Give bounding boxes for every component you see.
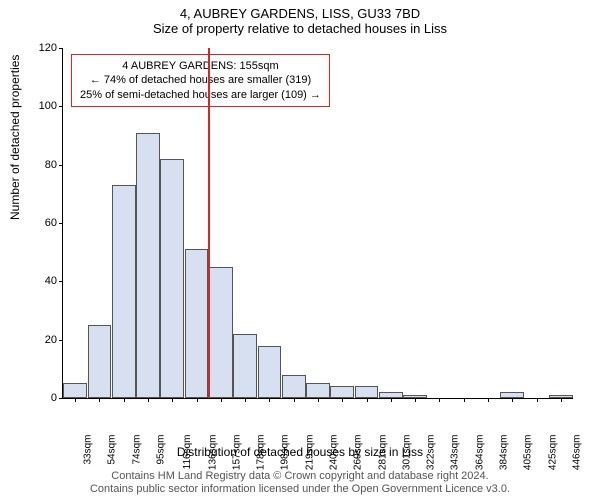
- y-tick-mark: [59, 281, 63, 282]
- subject-marker-line: [208, 48, 210, 398]
- x-tick-mark: [245, 398, 246, 402]
- y-tick-mark: [59, 223, 63, 224]
- x-tick-mark: [269, 398, 270, 402]
- x-tick-mark: [537, 398, 538, 402]
- x-tick-mark: [221, 398, 222, 402]
- y-tick-label: 120: [25, 42, 57, 54]
- y-tick-label: 20: [25, 334, 57, 346]
- x-axis-label: Distribution of detached houses by size …: [0, 445, 600, 459]
- x-tick-mark: [197, 398, 198, 402]
- histogram-bar: [258, 346, 282, 399]
- y-tick-mark: [59, 340, 63, 341]
- histogram-bar: [160, 159, 184, 398]
- plot-area: 4 AUBREY GARDENS: 155sqm ← 74% of detach…: [62, 48, 573, 399]
- annotation-line1: 4 AUBREY GARDENS: 155sqm: [80, 59, 321, 73]
- y-tick-label: 0: [25, 392, 57, 404]
- footer-line2: Contains public sector information licen…: [0, 483, 600, 496]
- histogram-bar: [282, 375, 306, 398]
- histogram-bar: [330, 386, 354, 398]
- histogram-bar: [136, 133, 160, 398]
- y-tick-mark: [59, 48, 63, 49]
- x-tick-mark: [148, 398, 149, 402]
- histogram-bar: [209, 267, 233, 398]
- x-tick-mark: [391, 398, 392, 402]
- x-tick-mark: [488, 398, 489, 402]
- annotation-line3: 25% of semi-detached houses are larger (…: [80, 88, 321, 102]
- x-tick-mark: [561, 398, 562, 402]
- x-tick-mark: [294, 398, 295, 402]
- y-tick-label: 40: [25, 275, 57, 287]
- y-tick-label: 80: [25, 159, 57, 171]
- histogram-bar: [355, 386, 379, 398]
- histogram-bar: [233, 334, 257, 398]
- y-tick-label: 60: [25, 217, 57, 229]
- histogram-bar: [112, 185, 136, 398]
- histogram-bar: [185, 249, 209, 398]
- footer-line1: Contains HM Land Registry data © Crown c…: [0, 470, 600, 483]
- x-tick-mark: [75, 398, 76, 402]
- x-tick-mark: [318, 398, 319, 402]
- x-tick-mark: [172, 398, 173, 402]
- chart-title-sub: Size of property relative to detached ho…: [0, 21, 600, 40]
- y-axis-label: Number of detached properties: [8, 55, 22, 220]
- annotation-line2: ← 74% of detached houses are smaller (31…: [80, 73, 321, 87]
- chart-container: 4, AUBREY GARDENS, LISS, GU33 7BD Size o…: [0, 0, 600, 500]
- chart-title-main: 4, AUBREY GARDENS, LISS, GU33 7BD: [0, 0, 600, 21]
- x-tick-mark: [512, 398, 513, 402]
- histogram-bar: [88, 325, 112, 398]
- x-tick-mark: [124, 398, 125, 402]
- footer: Contains HM Land Registry data © Crown c…: [0, 470, 600, 496]
- x-tick-mark: [367, 398, 368, 402]
- histogram-bar: [63, 383, 87, 398]
- x-tick-mark: [464, 398, 465, 402]
- x-tick-mark: [342, 398, 343, 402]
- x-tick-mark: [415, 398, 416, 402]
- y-tick-mark: [59, 165, 63, 166]
- histogram-bar: [306, 383, 330, 398]
- y-tick-mark: [59, 106, 63, 107]
- x-tick-mark: [99, 398, 100, 402]
- y-tick-label: 100: [25, 100, 57, 112]
- annotation-box: 4 AUBREY GARDENS: 155sqm ← 74% of detach…: [71, 54, 330, 107]
- y-tick-mark: [59, 398, 63, 399]
- x-tick-mark: [439, 398, 440, 402]
